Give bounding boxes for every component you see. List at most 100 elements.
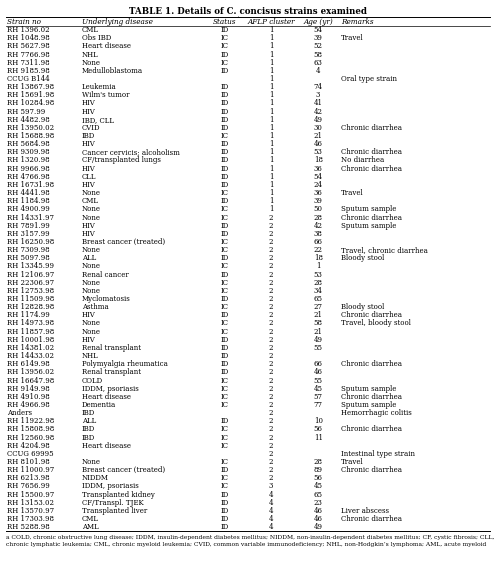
Text: 4: 4: [316, 67, 321, 75]
Text: chronic lymphatic leukemia; CML, chronic myeloid leukemia; CVID, common variable: chronic lymphatic leukemia; CML, chronic…: [6, 542, 487, 547]
Text: COLD: COLD: [82, 376, 103, 384]
Text: RH 13867.98: RH 13867.98: [7, 83, 54, 91]
Text: IC: IC: [221, 442, 229, 450]
Text: 27: 27: [314, 303, 323, 311]
Text: NHL: NHL: [82, 352, 99, 360]
Text: RH 14381.02: RH 14381.02: [7, 344, 54, 352]
Text: 28: 28: [314, 458, 323, 466]
Text: Travel: Travel: [341, 189, 364, 197]
Text: 1: 1: [269, 124, 273, 132]
Text: 66: 66: [314, 360, 323, 368]
Text: 52: 52: [314, 42, 323, 50]
Text: None: None: [82, 59, 101, 67]
Text: 2: 2: [269, 360, 273, 368]
Text: 2: 2: [269, 303, 273, 311]
Text: RH 5097.98: RH 5097.98: [7, 254, 50, 262]
Text: 1: 1: [269, 83, 273, 91]
Text: RH 11922.98: RH 11922.98: [7, 417, 54, 425]
Text: RH 11000.97: RH 11000.97: [7, 466, 54, 474]
Text: NIDDM: NIDDM: [82, 474, 109, 483]
Text: 1: 1: [269, 107, 273, 116]
Text: 2: 2: [269, 246, 273, 254]
Text: RH 14433.02: RH 14433.02: [7, 352, 54, 360]
Text: CML: CML: [82, 515, 99, 523]
Text: ID: ID: [221, 360, 229, 368]
Text: Intestinal type strain: Intestinal type strain: [341, 450, 415, 458]
Text: Myclomatosis: Myclomatosis: [82, 295, 131, 303]
Text: 2: 2: [269, 376, 273, 384]
Text: No diarrhea: No diarrhea: [341, 157, 384, 164]
Text: HIV: HIV: [82, 99, 96, 107]
Text: IC: IC: [221, 393, 229, 401]
Text: Renal transplant: Renal transplant: [82, 344, 141, 352]
Text: None: None: [82, 279, 101, 286]
Text: 55: 55: [314, 344, 323, 352]
Text: RH 1184.98: RH 1184.98: [7, 197, 50, 205]
Text: ID: ID: [221, 222, 229, 230]
Text: 2: 2: [269, 401, 273, 409]
Text: ID: ID: [221, 26, 229, 34]
Text: RH 10284.98: RH 10284.98: [7, 99, 54, 107]
Text: 36: 36: [314, 164, 323, 173]
Text: 65: 65: [314, 491, 323, 498]
Text: RH 11857.98: RH 11857.98: [7, 328, 54, 336]
Text: Chronic diarrhea: Chronic diarrhea: [341, 311, 402, 319]
Text: 77: 77: [314, 401, 323, 409]
Text: 2: 2: [269, 352, 273, 360]
Text: Travel: Travel: [341, 458, 364, 466]
Text: ID: ID: [221, 50, 229, 59]
Text: ID: ID: [221, 116, 229, 124]
Text: 2: 2: [269, 442, 273, 450]
Text: RH 1396.02: RH 1396.02: [7, 26, 49, 34]
Text: RH 9966.98: RH 9966.98: [7, 164, 50, 173]
Text: RH 597.99: RH 597.99: [7, 107, 45, 116]
Text: ID: ID: [221, 107, 229, 116]
Text: RH 13950.02: RH 13950.02: [7, 124, 54, 132]
Text: 58: 58: [314, 319, 323, 328]
Text: 2: 2: [269, 450, 273, 458]
Text: 58: 58: [314, 50, 323, 59]
Text: None: None: [82, 262, 101, 271]
Text: 28: 28: [314, 279, 323, 286]
Text: ID: ID: [221, 271, 229, 279]
Text: IC: IC: [221, 205, 229, 214]
Text: Age (yr): Age (yr): [303, 18, 333, 25]
Text: 53: 53: [314, 149, 323, 156]
Text: None: None: [82, 246, 101, 254]
Text: Medulloblastoma: Medulloblastoma: [82, 67, 143, 75]
Text: RH 12106.97: RH 12106.97: [7, 271, 54, 279]
Text: RH 9309.98: RH 9309.98: [7, 149, 49, 156]
Text: 3: 3: [269, 483, 273, 491]
Text: 2: 2: [269, 409, 273, 417]
Text: RH 6149.98: RH 6149.98: [7, 360, 50, 368]
Text: Chronic diarrhea: Chronic diarrhea: [341, 214, 402, 221]
Text: IC: IC: [221, 458, 229, 466]
Text: ID: ID: [221, 164, 229, 173]
Text: RH 9149.98: RH 9149.98: [7, 384, 50, 393]
Text: RH 15691.98: RH 15691.98: [7, 91, 54, 99]
Text: 2: 2: [269, 393, 273, 401]
Text: IC: IC: [221, 42, 229, 50]
Text: 2: 2: [269, 287, 273, 295]
Text: 30: 30: [314, 124, 323, 132]
Text: 1: 1: [269, 149, 273, 156]
Text: 39: 39: [314, 197, 323, 205]
Text: 2: 2: [269, 230, 273, 238]
Text: ID: ID: [221, 230, 229, 238]
Text: RH 6213.98: RH 6213.98: [7, 474, 49, 483]
Text: 1: 1: [269, 59, 273, 67]
Text: 2: 2: [269, 344, 273, 352]
Text: IC: IC: [221, 238, 229, 246]
Text: 74: 74: [314, 83, 323, 91]
Text: ID: ID: [221, 499, 229, 507]
Text: None: None: [82, 214, 101, 221]
Text: RH 16731.98: RH 16731.98: [7, 181, 54, 189]
Text: Cancer cervicis; alcoholism: Cancer cervicis; alcoholism: [82, 149, 180, 156]
Text: Transplanted kidney: Transplanted kidney: [82, 491, 155, 498]
Text: 22: 22: [314, 246, 323, 254]
Text: IC: IC: [221, 483, 229, 491]
Text: 4: 4: [269, 491, 273, 498]
Text: Remarks: Remarks: [341, 18, 373, 25]
Text: 65: 65: [314, 295, 323, 303]
Text: 42: 42: [314, 107, 323, 116]
